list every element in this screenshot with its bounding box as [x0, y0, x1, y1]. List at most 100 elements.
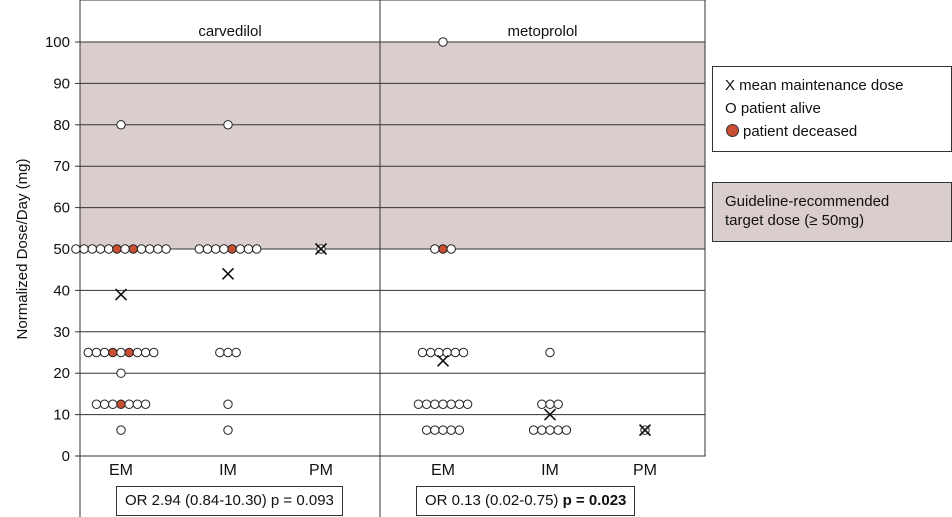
alive-point — [132, 399, 143, 409]
alive-point — [413, 399, 424, 409]
alive-point — [91, 347, 102, 358]
alive-point — [132, 347, 143, 358]
alive-point — [194, 244, 205, 254]
deceased-point — [227, 244, 237, 254]
deceased-point — [128, 244, 139, 254]
legend-deceased-entry: patient deceased — [725, 123, 857, 140]
or-text-carvedilol: OR 2.94 (0.84-10.30) p = 0.093 — [125, 492, 334, 509]
deceased-point — [108, 347, 118, 358]
alive-point — [145, 244, 155, 254]
deceased-point — [116, 399, 126, 409]
alive-point — [87, 244, 98, 254]
panel-title: carvedilol — [198, 23, 261, 40]
alive-point — [140, 347, 151, 358]
alive-point — [202, 244, 213, 254]
alive-point — [417, 347, 428, 358]
x-tick-label: PM — [309, 462, 333, 479]
y-tick-label: 0 — [62, 448, 70, 465]
mean-marker-stroke-b — [638, 424, 652, 437]
alive-point — [458, 347, 469, 358]
alive-point — [545, 425, 555, 435]
alive-point — [454, 425, 465, 435]
alive-point — [120, 244, 130, 254]
legend-alive-entry: O patient alive — [725, 100, 821, 117]
mean-marker-stroke-b — [436, 354, 450, 367]
alive-point — [153, 244, 163, 254]
alive-point — [223, 347, 233, 358]
alive-point — [421, 425, 432, 435]
alive-point — [215, 347, 225, 358]
guideline-note: Guideline-recommended target dose (≥ 50m… — [712, 182, 952, 242]
guideline-note-line1: Guideline-recommended — [725, 193, 890, 210]
y-tick-label: 30 — [53, 324, 70, 341]
alive-point — [83, 347, 93, 358]
alive-point — [446, 244, 456, 254]
y-tick-label: 20 — [53, 365, 70, 382]
x-tick-label: EM — [431, 462, 455, 479]
alive-point — [91, 399, 102, 409]
alive-point — [434, 347, 444, 358]
plot-frame — [79, 0, 706, 457]
alive-point — [231, 347, 241, 358]
alive-point — [140, 399, 151, 409]
alive-point — [545, 399, 555, 409]
alive-point — [243, 244, 254, 254]
or-box-carvedilol: OR 2.94 (0.84-10.30) p = 0.093 — [116, 486, 343, 516]
alive-point — [235, 244, 246, 254]
alive-point — [430, 425, 440, 435]
y-tick-label: 80 — [53, 117, 70, 134]
legend-mean-label: X mean maintenance dose — [725, 77, 904, 94]
alive-point — [528, 425, 539, 435]
mean-marker-stroke-b — [221, 267, 235, 280]
alive-point — [438, 425, 448, 435]
or-box-metoprolol: OR 0.13 (0.02-0.75) p = 0.023 — [416, 486, 636, 516]
alive-point — [99, 399, 110, 409]
x-tick-label: PM — [633, 462, 657, 479]
alive-point — [537, 399, 547, 409]
alive-point — [223, 399, 233, 409]
y-tick-label: 60 — [53, 200, 70, 217]
alive-point — [430, 399, 440, 409]
alive-point — [223, 120, 233, 130]
alive-point — [104, 244, 114, 254]
alive-point — [99, 347, 110, 358]
x-tick-label: IM — [219, 462, 237, 479]
y-tick-label: 40 — [53, 282, 70, 299]
alive-point — [124, 399, 134, 409]
guideline-shaded-region — [80, 42, 705, 249]
deceased-point — [124, 347, 134, 358]
y-tick-label: 100 — [45, 34, 70, 51]
alive-point — [252, 244, 262, 254]
alive-point — [430, 244, 440, 254]
alive-point — [446, 425, 456, 435]
y-tick-label: 50 — [53, 241, 70, 258]
or-bold-metoprolol: p = 0.023 — [562, 492, 627, 509]
alive-point — [426, 347, 436, 358]
alive-point — [450, 347, 460, 358]
y-tick-label: 70 — [53, 158, 70, 175]
y-axis-label: Normalized Dose/Day (mg) — [14, 159, 31, 340]
panel-title: metoprolol — [507, 23, 577, 40]
legend-mean-entry: X mean maintenance dose — [725, 77, 903, 94]
legend-alive-label: O patient alive — [725, 100, 821, 117]
legend-deceased-label: patient deceased — [743, 123, 858, 140]
mean-marker-stroke-b — [543, 408, 557, 421]
alive-point — [211, 244, 221, 254]
alive-point — [149, 347, 159, 358]
x-tick-label: EM — [109, 462, 133, 479]
alive-point — [116, 368, 126, 378]
alive-point — [561, 425, 572, 435]
alive-point — [438, 37, 448, 47]
or-text-metoprolol: OR 0.13 (0.02-0.75) — [425, 492, 563, 509]
alive-point — [161, 244, 171, 254]
alive-point — [553, 425, 563, 435]
alive-point — [116, 425, 126, 435]
guideline-note-line2: target dose (≥ 50mg) — [725, 212, 865, 229]
alive-point — [116, 120, 126, 130]
deceased-point — [112, 244, 122, 254]
mean-marker-stroke-b — [114, 288, 128, 301]
alive-point — [71, 244, 81, 254]
alive-point — [136, 244, 147, 254]
alive-point — [454, 399, 465, 409]
